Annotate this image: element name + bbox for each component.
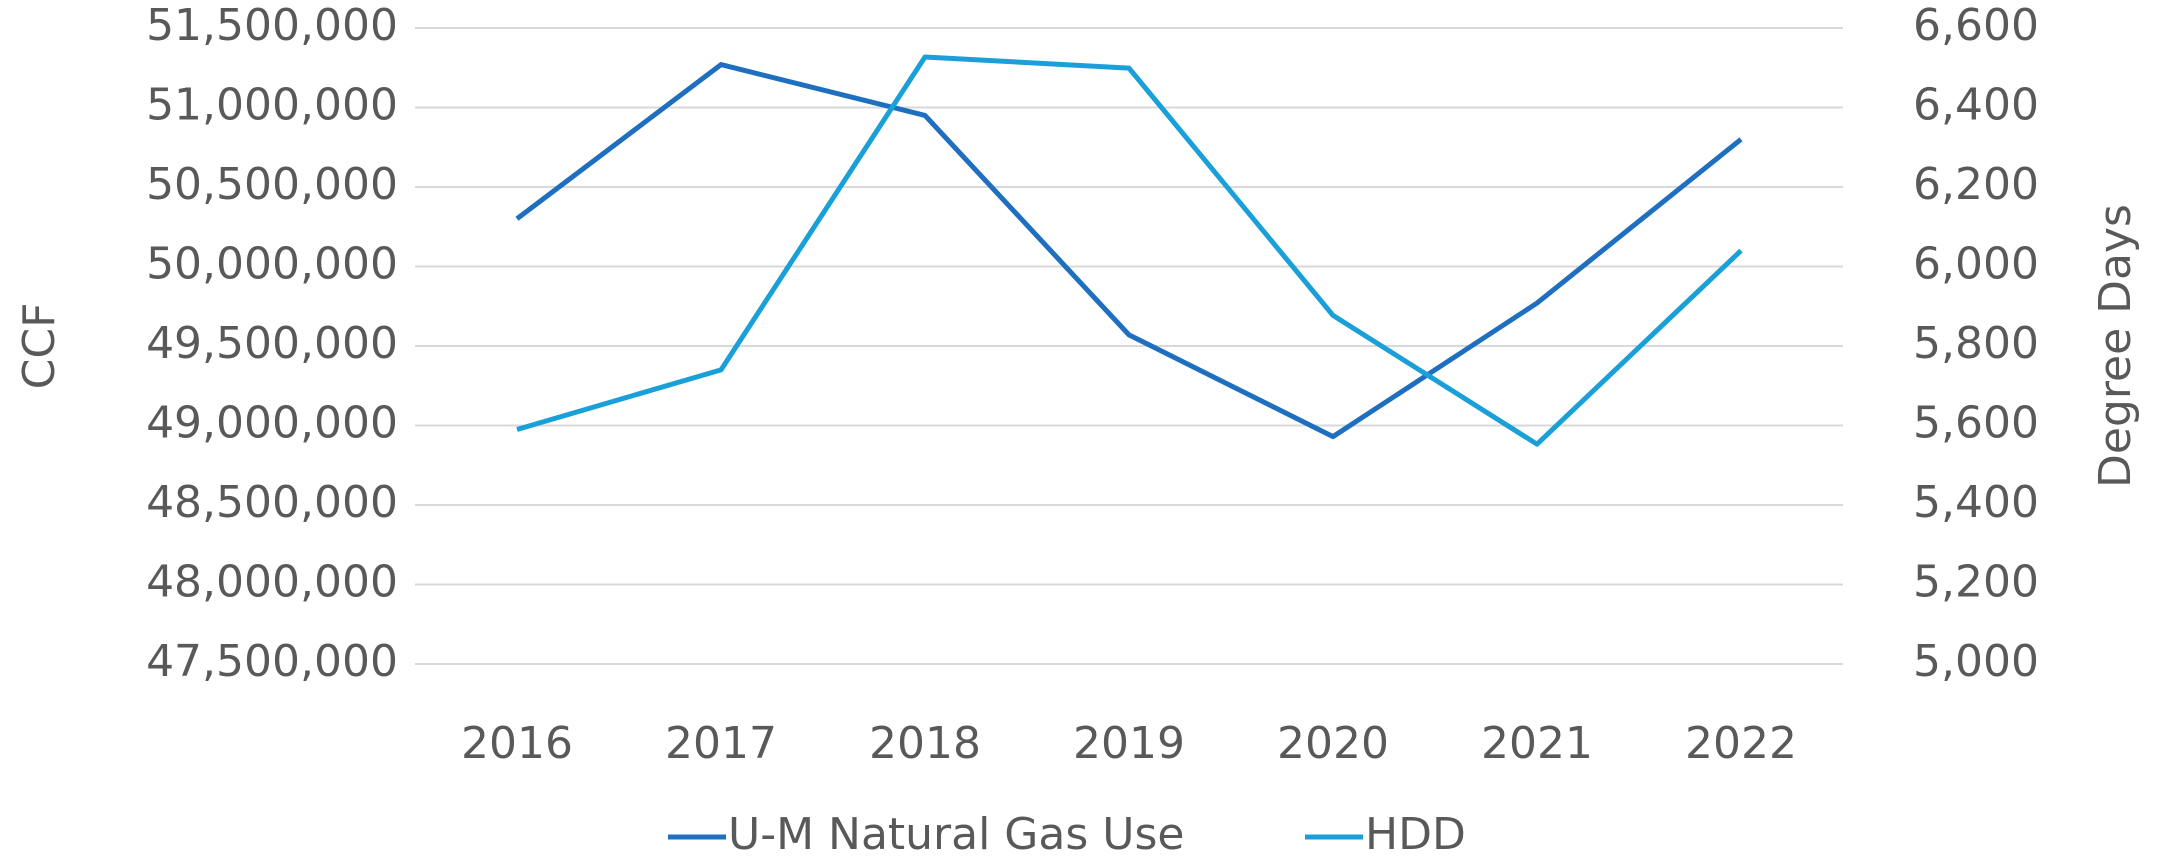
- y-tick-label: 51,000,000: [146, 80, 398, 131]
- y-tick-label: 48,500,000: [146, 477, 398, 528]
- y2-tick-label: 5,600: [1913, 398, 2039, 449]
- x-tick-label: 2017: [665, 718, 777, 769]
- y-tick-label: 49,000,000: [146, 398, 398, 449]
- x-tick-label: 2019: [1073, 718, 1185, 769]
- x-tick-label: 2016: [461, 718, 573, 769]
- y-tick-label: 50,000,000: [146, 239, 398, 290]
- y-axis-title: CCF: [14, 303, 65, 390]
- y-tick-label: 50,500,000: [146, 159, 398, 210]
- y2-tick-label: 5,200: [1913, 557, 2039, 608]
- y2-tick-label: 6,000: [1913, 239, 2039, 290]
- y2-tick-label: 5,400: [1913, 477, 2039, 528]
- x-tick-label: 2021: [1481, 718, 1593, 769]
- series-line: [516, 54, 1743, 447]
- y2-tick-label: 6,200: [1913, 159, 2039, 210]
- series-line: [515, 62, 1743, 440]
- legend-label: HDD: [1365, 809, 1466, 857]
- y2-axis-title: Degree Days: [2090, 204, 2141, 488]
- y2-tick-label: 5,000: [1913, 636, 2039, 687]
- y-tick-label: 51,500,000: [146, 0, 398, 51]
- y-tick-label: 49,500,000: [146, 318, 398, 369]
- y2-tick-label: 5,800: [1913, 318, 2039, 369]
- y-tick-label: 47,500,000: [146, 636, 398, 687]
- x-tick-label: 2018: [869, 718, 981, 769]
- y2-tick-label: 6,600: [1913, 0, 2039, 51]
- legend-label: U-M Natural Gas Use: [728, 809, 1184, 857]
- x-tick-label: 2022: [1685, 718, 1797, 769]
- y2-tick-label: 6,400: [1913, 80, 2039, 131]
- y-tick-label: 48,000,000: [146, 557, 398, 608]
- x-tick-label: 2020: [1277, 718, 1389, 769]
